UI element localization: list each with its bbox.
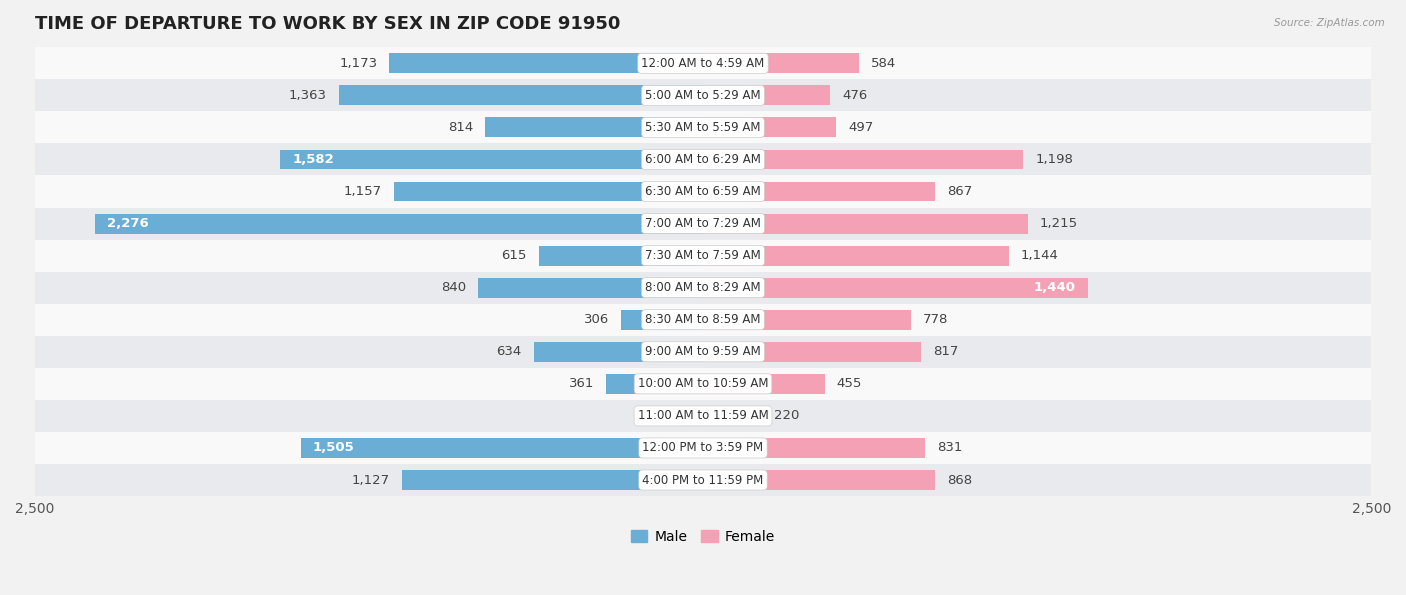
Bar [703, 470, 935, 490]
Text: 7:00 AM to 7:29 AM: 7:00 AM to 7:29 AM [645, 217, 761, 230]
Text: 455: 455 [837, 377, 862, 390]
Bar [703, 214, 1028, 233]
Text: 9:00 AM to 9:59 AM: 9:00 AM to 9:59 AM [645, 345, 761, 358]
Text: 1,144: 1,144 [1021, 249, 1059, 262]
Text: 1,505: 1,505 [312, 441, 354, 455]
Text: 1,215: 1,215 [1040, 217, 1078, 230]
Text: 778: 778 [922, 313, 949, 326]
Bar [533, 342, 703, 362]
Text: 5:30 AM to 5:59 AM: 5:30 AM to 5:59 AM [645, 121, 761, 134]
Bar [703, 438, 925, 458]
Text: 306: 306 [583, 313, 609, 326]
Bar [35, 303, 1371, 336]
Bar [35, 464, 1371, 496]
Text: 584: 584 [872, 57, 897, 70]
Bar [35, 47, 1371, 79]
Text: 5:00 AM to 5:29 AM: 5:00 AM to 5:29 AM [645, 89, 761, 102]
Bar [35, 79, 1371, 111]
Bar [301, 438, 703, 458]
Text: 11:00 AM to 11:59 AM: 11:00 AM to 11:59 AM [638, 409, 768, 422]
Bar [35, 143, 1371, 176]
Text: 2,276: 2,276 [107, 217, 149, 230]
Text: 1,173: 1,173 [339, 57, 377, 70]
Bar [394, 181, 703, 202]
Bar [35, 400, 1371, 432]
Text: 7:30 AM to 7:59 AM: 7:30 AM to 7:59 AM [645, 249, 761, 262]
Legend: Male, Female: Male, Female [626, 524, 780, 549]
Text: 1,582: 1,582 [292, 153, 333, 166]
Text: 4:00 PM to 11:59 PM: 4:00 PM to 11:59 PM [643, 474, 763, 487]
Text: 1,440: 1,440 [1033, 281, 1076, 294]
Bar [703, 54, 859, 73]
Bar [35, 368, 1371, 400]
Bar [402, 470, 703, 490]
Text: 6:00 AM to 6:29 AM: 6:00 AM to 6:29 AM [645, 153, 761, 166]
Text: 867: 867 [946, 185, 972, 198]
Text: Source: ZipAtlas.com: Source: ZipAtlas.com [1274, 18, 1385, 28]
Bar [35, 240, 1371, 272]
Bar [703, 86, 831, 105]
Bar [621, 310, 703, 330]
Bar [35, 208, 1371, 240]
Text: 220: 220 [773, 409, 799, 422]
Bar [703, 374, 825, 394]
Text: 8:00 AM to 8:29 AM: 8:00 AM to 8:29 AM [645, 281, 761, 294]
Bar [478, 278, 703, 298]
Text: 6:30 AM to 6:59 AM: 6:30 AM to 6:59 AM [645, 185, 761, 198]
Text: 634: 634 [496, 345, 522, 358]
Text: 476: 476 [842, 89, 868, 102]
Text: 1,127: 1,127 [352, 474, 389, 487]
Text: 814: 814 [449, 121, 474, 134]
Text: 868: 868 [948, 474, 972, 487]
Text: 12:00 AM to 4:59 AM: 12:00 AM to 4:59 AM [641, 57, 765, 70]
Bar [35, 272, 1371, 303]
Bar [703, 117, 835, 137]
Text: TIME OF DEPARTURE TO WORK BY SEX IN ZIP CODE 91950: TIME OF DEPARTURE TO WORK BY SEX IN ZIP … [35, 15, 620, 33]
Text: 831: 831 [938, 441, 963, 455]
Bar [280, 149, 703, 170]
Text: 817: 817 [934, 345, 959, 358]
Bar [35, 336, 1371, 368]
Bar [703, 149, 1024, 170]
Bar [389, 54, 703, 73]
Bar [703, 310, 911, 330]
Bar [35, 176, 1371, 208]
Bar [703, 181, 935, 202]
Bar [485, 117, 703, 137]
Bar [606, 374, 703, 394]
Bar [538, 246, 703, 265]
Text: 1,198: 1,198 [1035, 153, 1073, 166]
Bar [703, 342, 921, 362]
Text: 10:00 AM to 10:59 AM: 10:00 AM to 10:59 AM [638, 377, 768, 390]
Bar [703, 406, 762, 426]
Bar [35, 432, 1371, 464]
Text: 361: 361 [569, 377, 595, 390]
Text: 12:00 PM to 3:59 PM: 12:00 PM to 3:59 PM [643, 441, 763, 455]
Bar [94, 214, 703, 233]
Bar [35, 111, 1371, 143]
Bar [703, 246, 1010, 265]
Text: 8:30 AM to 8:59 AM: 8:30 AM to 8:59 AM [645, 313, 761, 326]
Text: 77: 77 [654, 409, 671, 422]
Bar [682, 406, 703, 426]
Text: 1,363: 1,363 [288, 89, 326, 102]
Bar [339, 86, 703, 105]
Text: 497: 497 [848, 121, 873, 134]
Text: 840: 840 [441, 281, 467, 294]
Text: 1,157: 1,157 [343, 185, 381, 198]
Text: 615: 615 [501, 249, 527, 262]
Bar [703, 278, 1088, 298]
